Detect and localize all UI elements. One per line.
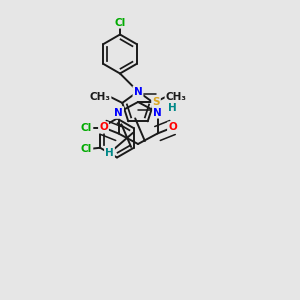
- Text: N: N: [134, 86, 142, 97]
- Text: Cl: Cl: [114, 17, 126, 28]
- Text: S: S: [152, 97, 160, 107]
- Text: N: N: [114, 107, 123, 118]
- Text: H: H: [105, 148, 114, 158]
- Text: H: H: [168, 103, 177, 113]
- Text: CH₃: CH₃: [166, 92, 187, 102]
- Text: O: O: [99, 122, 108, 133]
- Text: N: N: [153, 107, 162, 118]
- Text: O: O: [168, 122, 177, 133]
- Text: Cl: Cl: [81, 123, 92, 133]
- Text: Cl: Cl: [81, 144, 92, 154]
- Text: CH₃: CH₃: [89, 92, 110, 102]
- Text: N: N: [114, 107, 123, 118]
